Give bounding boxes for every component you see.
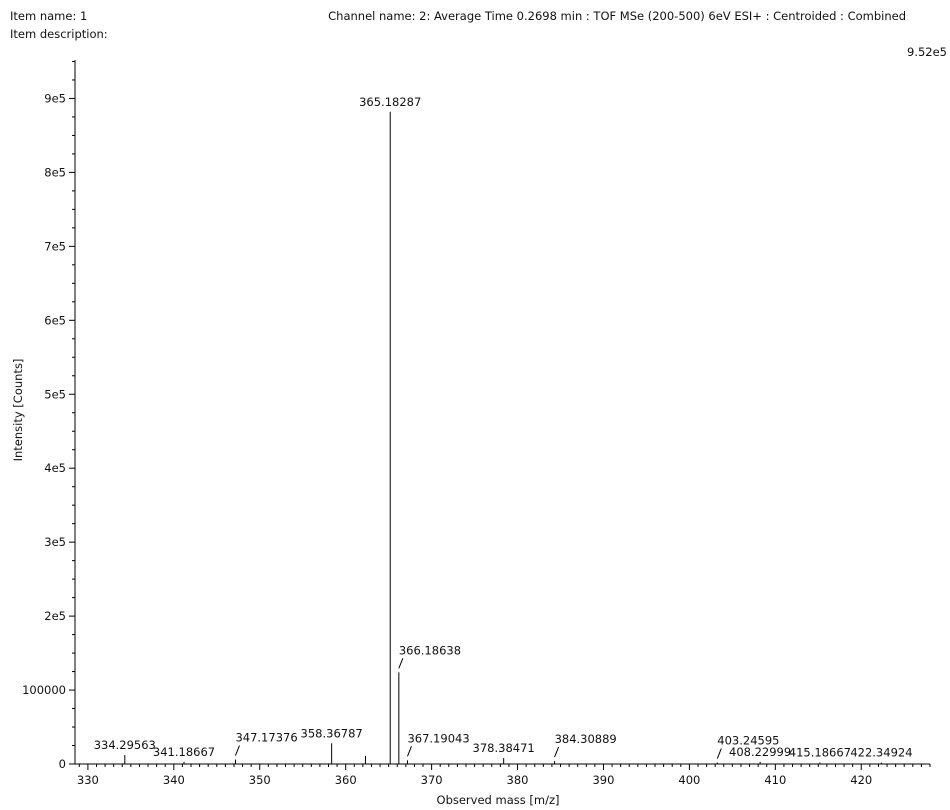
peak-label: 367.19043 xyxy=(407,731,469,745)
peak-label: 408.22999 xyxy=(729,745,791,759)
y-tick-label: 3e5 xyxy=(44,535,66,549)
y-tick-label: 8e5 xyxy=(44,165,66,179)
y-tick-label: 5e5 xyxy=(44,387,66,401)
x-tick-label: 370 xyxy=(421,773,443,787)
item-name: Item name: 1 xyxy=(10,9,87,23)
peak-label: 366.18638 xyxy=(399,643,461,657)
channel-name: Channel name: 2: Average Time 0.2698 min… xyxy=(328,9,906,23)
y-tick-label: 4e5 xyxy=(44,461,66,475)
peak-label: 378.38471 xyxy=(473,741,535,755)
x-tick-label: 420 xyxy=(850,773,872,787)
x-tick-label: 410 xyxy=(764,773,786,787)
peak-label: 403.24595 xyxy=(717,734,779,748)
max-intensity-label: 9.52e5 xyxy=(907,45,947,59)
y-tick-label: 9e5 xyxy=(44,91,66,105)
x-tick-label: 350 xyxy=(249,773,271,787)
x-tick-label: 390 xyxy=(592,773,614,787)
peak-leader xyxy=(398,658,404,669)
x-tick-label: 400 xyxy=(678,773,700,787)
y-tick-label: 2e5 xyxy=(44,609,66,623)
x-tick-label: 330 xyxy=(77,773,99,787)
y-tick-label: 0 xyxy=(59,757,66,771)
peak-leader xyxy=(716,748,722,759)
peak-label: 415.18667 xyxy=(789,746,851,760)
peak-label: 358.36787 xyxy=(301,726,363,740)
y-tick-label: 6e5 xyxy=(44,313,66,327)
y-axis-title: Intensity [Counts] xyxy=(11,359,25,462)
x-tick-label: 360 xyxy=(335,773,357,787)
peak-label: 341.18667 xyxy=(153,745,215,759)
peak-label: 422.34924 xyxy=(850,746,912,760)
peak-label: 365.18287 xyxy=(359,95,421,109)
axes-group: 0 100000 2e5 3e5 4e5 5e5 6e5 7e5 8e5 9e5 330 340 350… xyxy=(22,60,931,787)
peak-leader xyxy=(554,746,560,758)
peak-leader xyxy=(234,745,240,756)
x-tick-label: 380 xyxy=(507,773,529,787)
peak-label: 334.29563 xyxy=(94,738,156,752)
peak-label: 347.17376 xyxy=(235,731,297,745)
y-tick-label: 7e5 xyxy=(44,239,66,253)
peak-leader xyxy=(407,746,412,757)
x-axis-title: Observed mass [m/z] xyxy=(437,793,560,807)
peak-label: 384.30889 xyxy=(555,732,617,746)
x-tick-label: 340 xyxy=(163,773,185,787)
item-description: Item description: xyxy=(10,27,108,41)
y-tick-label: 100000 xyxy=(22,683,66,697)
